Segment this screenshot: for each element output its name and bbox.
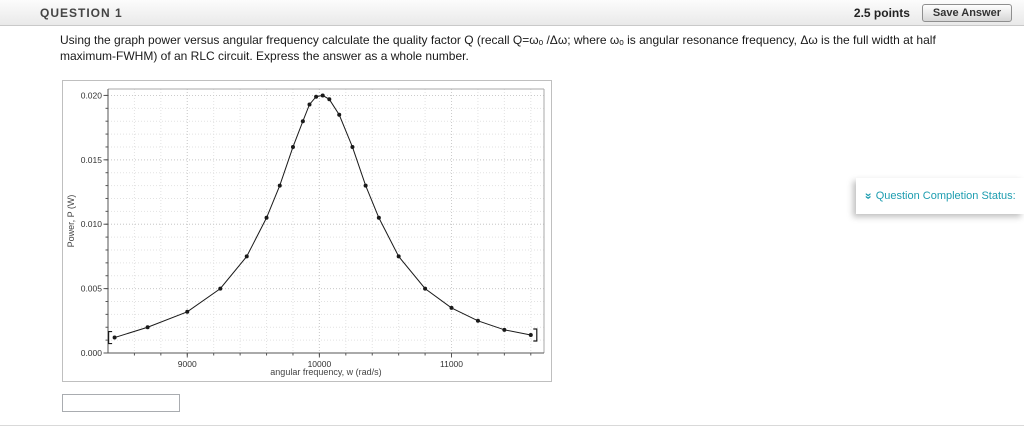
bottom-divider (0, 425, 1024, 426)
question-header: QUESTION 1 2.5 points Save Answer (0, 0, 1024, 26)
svg-text:11000: 11000 (440, 359, 463, 369)
question-text: Using the graph power versus angular fre… (60, 33, 936, 64)
svg-text:0.000: 0.000 (81, 348, 103, 358)
svg-text:Power, P (W): Power, P (W) (66, 195, 76, 248)
svg-text:10000: 10000 (308, 359, 332, 369)
question-title: QUESTION 1 (40, 5, 123, 20)
svg-text:0.010: 0.010 (81, 219, 103, 229)
power-vs-frequency-chart: 9000 10000 11000 0.000 0.005 0.010 0.015 0.020 a… (62, 80, 552, 382)
svg-text:0.020: 0.020 (81, 90, 103, 100)
points-label: 2.5 points (853, 5, 910, 20)
double-chevron-icon: « (860, 192, 875, 200)
answer-input[interactable] (62, 394, 180, 412)
save-answer-button[interactable]: Save Answer (921, 3, 1012, 22)
svg-text:0.005: 0.005 (81, 284, 103, 294)
svg-text:angular frequency, w (rad/s): angular frequency, w (rad/s) (270, 367, 381, 377)
completion-status-label: Question Completion Status: (875, 190, 1016, 202)
header-right-group: 2.5 points Save Answer (853, 3, 1024, 22)
svg-text:0.015: 0.015 (81, 155, 103, 165)
question-completion-status-panel[interactable]: « Question Completion Status: (856, 178, 1024, 214)
chart-canvas: 9000 10000 11000 0.000 0.005 0.010 0.015 0.020 a… (63, 81, 551, 379)
svg-text:9000: 9000 (178, 359, 197, 369)
